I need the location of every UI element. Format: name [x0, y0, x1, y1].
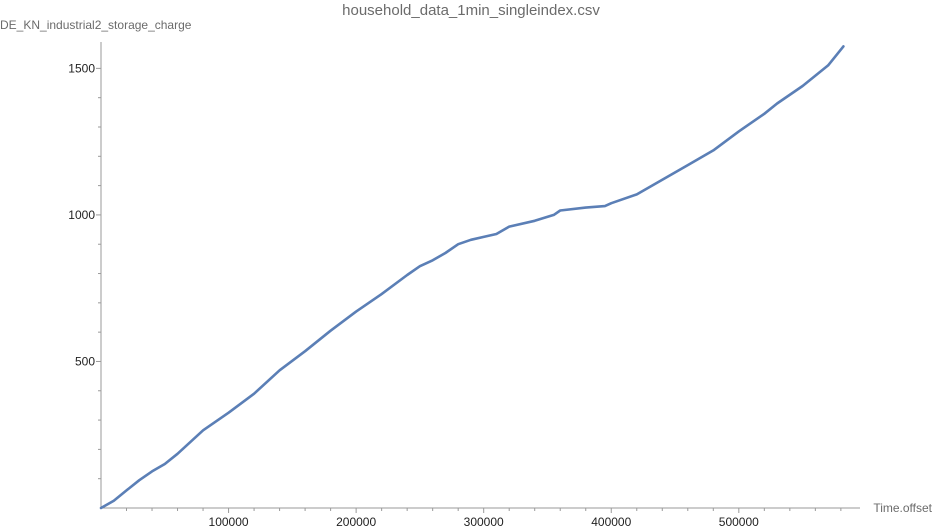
- chart-title: household_data_1min_singleindex.csv: [342, 2, 600, 19]
- y-tick-label: 1500: [68, 61, 95, 75]
- x-tick-label: 400000: [591, 515, 631, 527]
- y-axis-label: DE_KN_industrial2_storage_charge: [0, 18, 192, 32]
- x-tick-label: 100000: [209, 515, 249, 527]
- x-axis-label: Time.offset: [873, 501, 932, 515]
- y-ticks: 500 1000 1500: [68, 61, 101, 480]
- y-tick-label: 500: [75, 354, 95, 368]
- x-ticks: 100000 200000 300000 400000 500000: [126, 508, 842, 527]
- x-tick-label: 500000: [719, 515, 759, 527]
- series-line: [99, 45, 845, 510]
- x-tick-label: 200000: [336, 515, 376, 527]
- x-tick-label: 300000: [464, 515, 504, 527]
- series-layer: [99, 45, 845, 510]
- y-tick-label: 1000: [68, 208, 95, 222]
